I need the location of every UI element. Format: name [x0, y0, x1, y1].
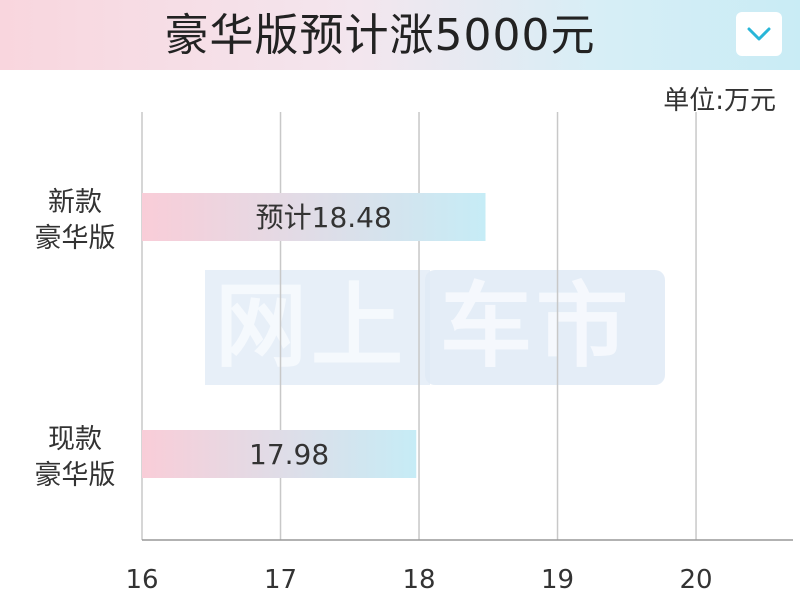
- x-tick-label: 20: [679, 565, 712, 595]
- unit-label: 单位:万元: [663, 86, 776, 116]
- category-label: 现款: [48, 424, 102, 455]
- data-label: 17.98: [249, 438, 329, 471]
- watermark-text-right: 车市: [440, 273, 633, 380]
- bar: [142, 193, 486, 241]
- expand-dropdown-button[interactable]: [736, 12, 782, 56]
- x-tick-label: 16: [125, 565, 158, 595]
- category-label: 豪华版: [35, 460, 116, 491]
- x-tick-label: 19: [541, 565, 574, 595]
- x-tick-label: 18: [402, 565, 435, 595]
- watermark-text-left: 网上: [215, 273, 408, 380]
- chevron-down-icon: [747, 27, 771, 41]
- watermark-right-box: [425, 270, 665, 385]
- x-tick-label: 17: [264, 565, 297, 595]
- data-label: 预计18.48: [256, 201, 392, 234]
- chart-title: 豪华版预计涨5000元: [164, 10, 596, 61]
- bar: [142, 430, 417, 478]
- chart-header: 豪华版预计涨5000元: [0, 0, 800, 70]
- watermark-left-box: [205, 270, 430, 385]
- watermark: 网上 车市: [205, 270, 665, 385]
- category-label: 新款: [48, 187, 102, 218]
- category-label: 豪华版: [35, 223, 116, 254]
